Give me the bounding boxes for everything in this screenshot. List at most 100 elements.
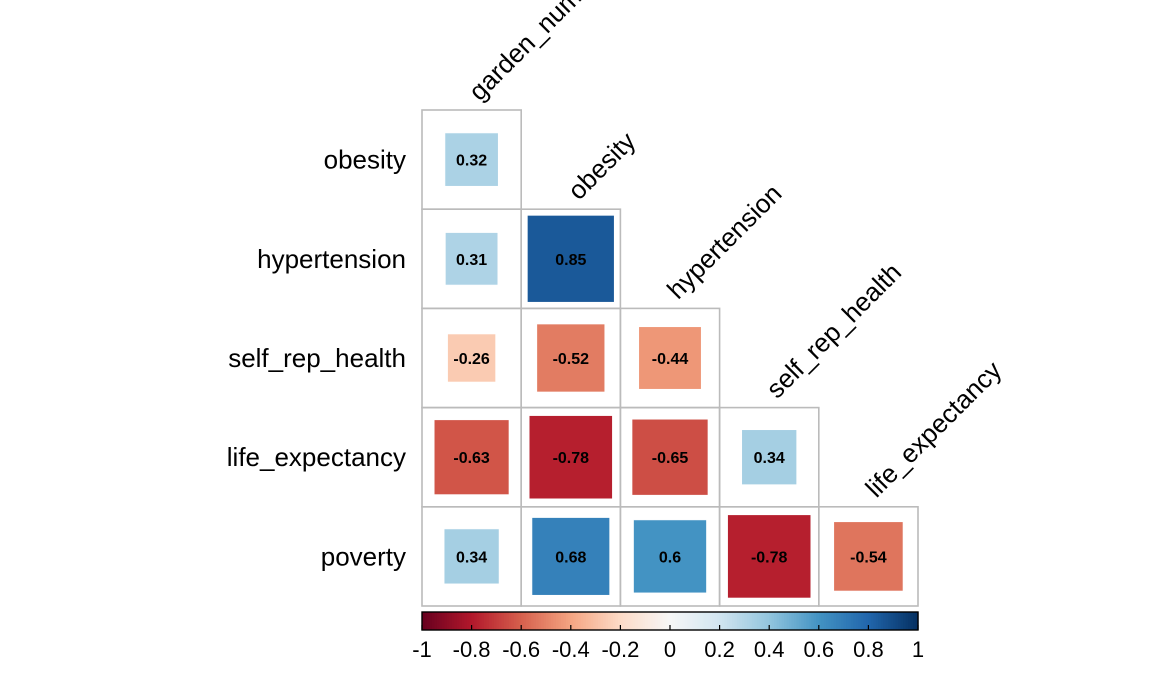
colorbar-segment xyxy=(563,612,567,630)
colorbar-segment xyxy=(868,612,872,630)
colorbar-segment xyxy=(709,612,713,630)
colorbar-segment xyxy=(665,612,669,630)
colorbar-segment xyxy=(771,612,775,630)
cell-square xyxy=(741,429,797,485)
colorbar-segment xyxy=(707,612,711,630)
colorbar-segment xyxy=(841,612,845,630)
colorbar-segment xyxy=(915,612,919,630)
colorbar-segment xyxy=(610,612,614,630)
colorbar-segment xyxy=(888,612,892,630)
colorbar-segment xyxy=(687,612,691,630)
colorbar-segment xyxy=(789,612,793,630)
colorbar-segment xyxy=(590,612,594,630)
colorbar-segment xyxy=(818,612,822,630)
cell-square xyxy=(633,519,707,594)
colorbar-segment xyxy=(910,612,914,630)
colorbar-segment xyxy=(786,612,790,630)
colorbar-segment xyxy=(761,612,765,630)
colorbar-segment xyxy=(769,612,773,630)
cell-square xyxy=(445,232,499,286)
colorbar-segment xyxy=(588,612,592,630)
colorbar-segment xyxy=(637,612,641,630)
colorbar-segment xyxy=(898,612,902,630)
row-label-self_rep_health: self_rep_health xyxy=(228,343,406,373)
colorbar-segment xyxy=(635,612,639,630)
colorbar-segment xyxy=(541,612,545,630)
colorbar-segment xyxy=(801,612,805,630)
colorbar-segment xyxy=(679,612,683,630)
colorbar-tick-label: 0.8 xyxy=(853,637,884,662)
cell-square xyxy=(527,215,615,303)
colorbar-segment xyxy=(439,612,443,630)
colorbar-segment xyxy=(469,612,473,630)
colorbar-tick-label: -0.2 xyxy=(601,637,639,662)
cell-value-label: 0.6 xyxy=(659,549,681,566)
colorbar-segment xyxy=(702,612,706,630)
colorbar-segment xyxy=(719,612,723,630)
colorbar-segment xyxy=(484,612,488,630)
cell-poverty-life_expectancy: -0.54 xyxy=(817,505,919,607)
colorbar-segment xyxy=(667,612,671,630)
colorbar-tick-label: -0.6 xyxy=(502,637,540,662)
colorbar-segment xyxy=(481,612,485,630)
colorbar-segment xyxy=(821,612,825,630)
colorbar-segment xyxy=(863,612,867,630)
colorbar-segment xyxy=(766,612,770,630)
colorbar-segment xyxy=(568,612,572,630)
colorbar-segment xyxy=(833,612,837,630)
colorbar-segment xyxy=(456,612,460,630)
colorbar: -1 -0.8 -0.6 -0.4 -0.2 0 0.2 0.4 0.6 0.8 1 xyxy=(412,611,924,662)
cell-poverty-self_rep_health: -0.78 xyxy=(718,505,820,607)
colorbar-segment xyxy=(836,612,840,630)
colorbar-segment xyxy=(895,612,899,630)
cell-square xyxy=(536,323,606,393)
cell-hypertension-obesity: 0.85 xyxy=(520,208,622,310)
colorbar-segment xyxy=(583,612,587,630)
cell-value-label: -0.78 xyxy=(751,549,788,566)
colorbar-segment xyxy=(612,612,617,630)
colorbar-segment xyxy=(856,612,860,630)
colorbar-segment xyxy=(555,612,559,630)
colorbar-segment xyxy=(858,612,862,630)
colorbar-segment xyxy=(600,612,604,630)
colorbar-segment xyxy=(627,612,631,630)
colorbar-segment xyxy=(808,612,812,630)
colorbar-segment xyxy=(501,612,505,630)
colorbar-segment xyxy=(672,612,676,630)
colorbar-segment xyxy=(585,612,589,630)
colorbar-tick-label: 0.4 xyxy=(754,637,785,662)
colorbar-segment xyxy=(454,612,458,630)
cell-value-label: -0.63 xyxy=(453,450,490,467)
colorbar-segment xyxy=(503,612,507,630)
colorbar-segment xyxy=(593,612,597,630)
colorbar-segment xyxy=(749,612,753,630)
colorbar-segment xyxy=(471,612,475,630)
colorbar-segment xyxy=(441,612,445,630)
colorbar-segment xyxy=(565,612,569,630)
colorbar-segment xyxy=(806,612,810,630)
colorbar-segment xyxy=(798,612,803,630)
colorbar-tick-label: 0 xyxy=(664,637,676,662)
colorbar-segment xyxy=(851,612,855,630)
colorbar-segment xyxy=(422,612,426,630)
colorbar-segment xyxy=(548,612,552,630)
colorbar-segment xyxy=(491,612,495,630)
colorbar-segment xyxy=(657,612,661,630)
colorbar-segment xyxy=(630,612,634,630)
colorbar-segment xyxy=(650,612,654,630)
cell-life_expectancy-garden_num: -0.63 xyxy=(421,406,522,508)
colorbar-segment xyxy=(831,612,835,630)
colorbar-segment xyxy=(846,612,850,630)
cell-square xyxy=(638,326,702,390)
colorbar-segment xyxy=(531,612,535,630)
colorbar-segment xyxy=(682,612,686,630)
colorbar-segment xyxy=(662,612,666,630)
colorbar-segment xyxy=(913,612,917,630)
colorbar-segment xyxy=(746,612,750,630)
cell-square xyxy=(531,517,610,596)
cell-value-label: 0.34 xyxy=(754,450,785,467)
cell-poverty-obesity: 0.68 xyxy=(520,505,622,607)
colorbar-segment xyxy=(446,612,450,630)
matrix-cells: 0.32 0.31 0.85 -0.26 -0.52 -0.44 -0.63 -0.78 -0.… xyxy=(421,109,919,607)
colorbar-segment xyxy=(580,612,584,630)
